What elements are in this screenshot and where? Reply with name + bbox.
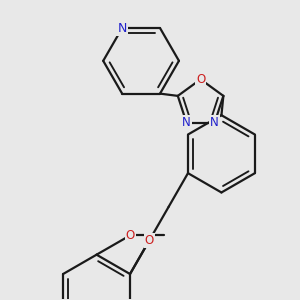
Text: O: O (125, 229, 135, 242)
Text: N: N (182, 116, 191, 129)
Text: N: N (118, 22, 127, 34)
Text: O: O (145, 234, 154, 247)
Text: N: N (210, 116, 219, 129)
Text: O: O (196, 73, 205, 86)
